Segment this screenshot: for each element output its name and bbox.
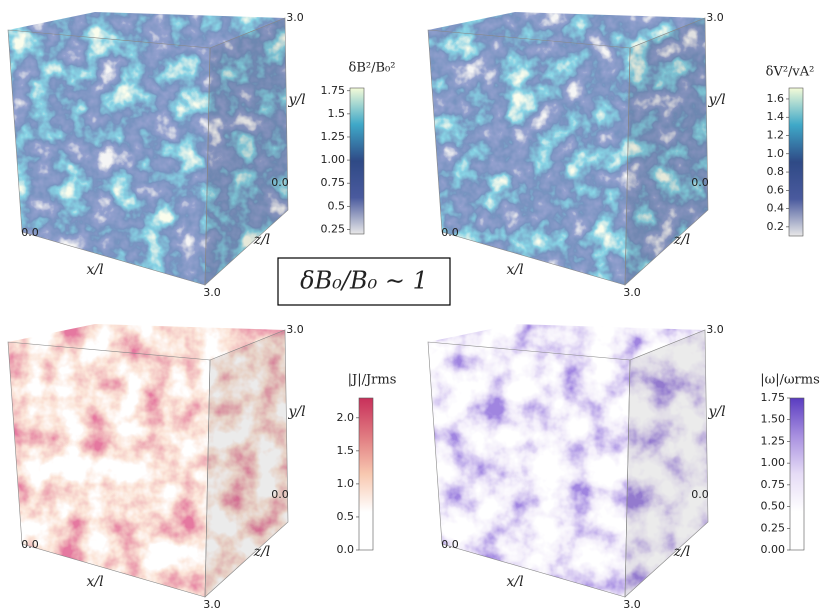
axis-label: 3.0	[203, 598, 221, 610]
cube: 3.0 y/l 0.0 z/l 0.0 x/l 3.0	[7, 11, 306, 299]
tick-label: 0.5	[328, 199, 346, 212]
axis-label: 0.0	[691, 176, 709, 189]
tick-label: 0.6	[767, 183, 785, 196]
cube-edge	[624, 329, 709, 598]
cube-texture	[8, 324, 288, 597]
tick-label: 1.5	[337, 444, 355, 457]
tick-label: 1.50	[761, 413, 786, 426]
tick-label: 0.00	[761, 543, 786, 556]
tick-label: 1.4	[767, 110, 785, 123]
tick-label: 1.75	[321, 84, 346, 97]
axis-label: y/l	[707, 92, 725, 108]
axis-label: 0.0	[21, 538, 39, 551]
colorbar	[788, 87, 804, 237]
center-box	[277, 257, 451, 306]
tick-label: 0.50	[761, 500, 786, 513]
colorbar	[789, 397, 805, 551]
tick-label: 1.0	[767, 147, 785, 160]
cube-texture	[428, 324, 708, 597]
tick-label: 1.00	[761, 456, 786, 469]
colorbar	[358, 397, 374, 551]
tick-label: 0.8	[767, 165, 785, 178]
tick-label: 1.75	[761, 391, 786, 404]
colorbar	[349, 87, 365, 235]
axis-label: z/l	[253, 232, 271, 248]
axis-label: 3.0	[286, 11, 304, 24]
tick-label: 0.75	[761, 478, 786, 491]
cube: 3.0 y/l 0.0 z/l 0.0 x/l 3.0	[427, 11, 726, 299]
tick-label: 1.5	[328, 107, 346, 120]
axis-label: x/l	[86, 574, 103, 590]
tick-label: 0.0	[337, 543, 355, 556]
tick-label: 1.25	[761, 434, 786, 447]
cube-edge	[624, 17, 709, 286]
axis-label: 0.0	[441, 538, 459, 551]
axis-label: 3.0	[203, 286, 221, 299]
center-label: δB₀/B₀ ∼ 1	[300, 267, 428, 295]
cube-texture	[428, 12, 708, 285]
axis-label: 3.0	[286, 323, 304, 336]
tick-label: 1.2	[767, 129, 785, 142]
axis-label: 0.0	[271, 176, 289, 189]
axis-label: 3.0	[706, 11, 724, 24]
axis-label: y/l	[707, 404, 725, 420]
cube-texture	[8, 12, 288, 285]
cube: 3.0 y/l 0.0 z/l 0.0 x/l 3.0	[7, 323, 306, 610]
cube: 3.0 y/l 0.0 z/l 0.0 x/l 3.0	[427, 323, 726, 610]
axis-label: z/l	[673, 544, 691, 560]
axis-label: y/l	[287, 404, 305, 420]
axis-label: 3.0	[706, 323, 724, 336]
tick-label: 0.5	[337, 510, 355, 523]
cube-edge	[204, 17, 289, 286]
tick-label: 0.4	[767, 202, 785, 215]
tick-label: 1.0	[337, 477, 355, 490]
axis-label: z/l	[253, 544, 271, 560]
tick-label: 2.0	[337, 411, 355, 424]
tick-label: 0.25	[321, 222, 346, 235]
axis-label: 0.0	[691, 488, 709, 501]
colorbar-label: |ω|/ωrms	[760, 373, 820, 388]
cube-edge	[204, 329, 289, 598]
tick-label: 0.2	[767, 220, 785, 233]
tick-label: 1.00	[321, 153, 346, 166]
axis-label: 0.0	[441, 226, 459, 239]
colorbar-label: |J|/Jrms	[348, 373, 397, 388]
tick-label: 0.75	[321, 176, 346, 189]
axis-label: 0.0	[271, 488, 289, 501]
tick-label: 0.25	[761, 521, 786, 534]
axis-label: x/l	[86, 262, 103, 278]
axis-label: x/l	[506, 262, 523, 278]
colorbar-label: δB²/B₀²	[349, 61, 396, 76]
tick-label: 1.6	[767, 92, 785, 105]
axis-label: y/l	[287, 92, 305, 108]
axis-label: 3.0	[623, 598, 641, 610]
axis-label: 0.0	[21, 226, 39, 239]
colorbar-label: δV²/vA²	[766, 65, 815, 80]
tick-label: 1.25	[321, 130, 346, 143]
axis-label: z/l	[673, 232, 691, 248]
axis-label: 3.0	[623, 286, 641, 299]
axis-label: x/l	[506, 574, 523, 590]
